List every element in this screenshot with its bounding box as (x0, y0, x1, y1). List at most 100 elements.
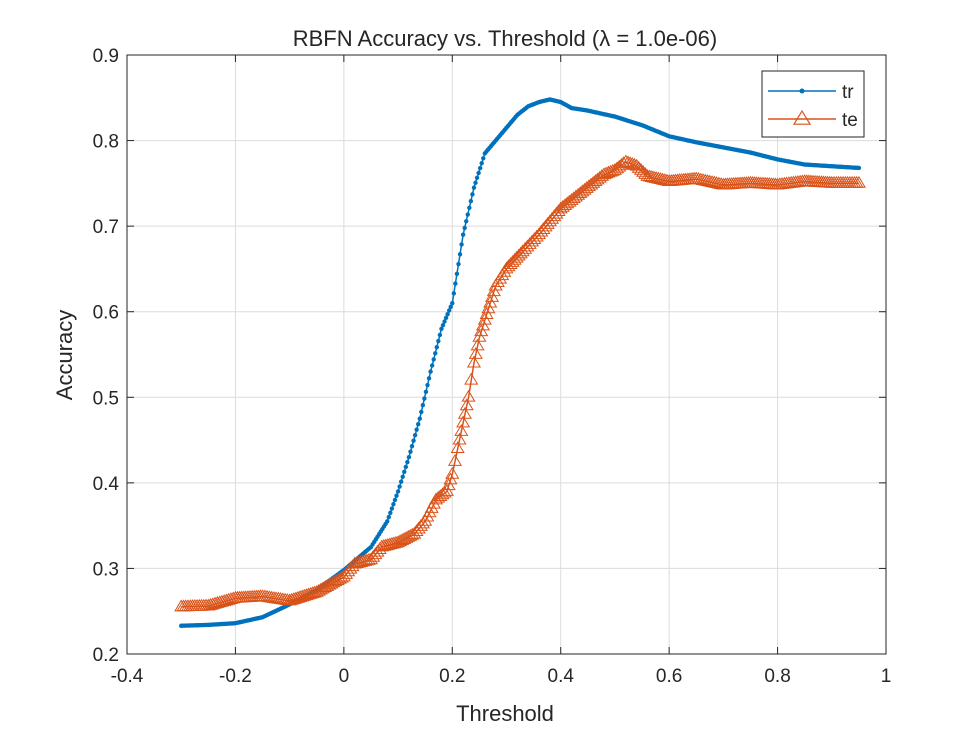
data-point-te (623, 156, 638, 169)
data-point-te (651, 171, 666, 184)
data-point-te (450, 441, 465, 454)
x-tick-label: 0 (339, 666, 350, 687)
data-point-te (484, 289, 500, 302)
data-point-tr (473, 180, 478, 185)
data-point-tr (440, 322, 446, 328)
data-point-te (443, 472, 458, 485)
data-point-te (466, 355, 482, 368)
data-point-te (395, 533, 410, 546)
data-point-tr (392, 497, 398, 503)
data-point-tr (476, 170, 481, 176)
data-point-tr (395, 489, 401, 494)
data-point-tr (467, 205, 472, 211)
data-point-te (374, 539, 389, 552)
data-point-te (507, 252, 522, 265)
data-point-te (505, 255, 520, 267)
data-point-tr (456, 261, 461, 267)
y-axis-label: Accuracy (52, 310, 77, 400)
data-point-tr (417, 416, 422, 421)
x-tick-label: -0.4 (111, 666, 144, 687)
data-point-te (474, 324, 489, 337)
data-point-te (293, 590, 308, 603)
plot-area (127, 55, 886, 654)
data-point-te (472, 329, 487, 342)
data-point-te (464, 372, 479, 385)
x-axis-label: Threshold (456, 701, 554, 726)
data-point-tr (406, 454, 412, 460)
data-point-te (618, 154, 633, 167)
data-point-te (657, 173, 672, 186)
data-point-tr (403, 464, 409, 470)
data-point-te (461, 389, 476, 402)
data-point-tr (434, 344, 439, 350)
data-point-tr (446, 308, 452, 313)
data-point-tr (386, 514, 391, 520)
data-point-te (605, 163, 620, 176)
data-point-tr (464, 219, 469, 224)
data-point-te (380, 537, 395, 550)
data-point-tr (442, 319, 447, 324)
data-point-tr (856, 165, 862, 171)
data-point-te (454, 424, 469, 436)
data-point-te (401, 529, 416, 542)
data-point-tr (412, 432, 418, 438)
data-point-tr (453, 281, 458, 286)
plot-frame (126, 54, 887, 655)
data-point-te (629, 158, 644, 171)
data-point-tr (397, 484, 402, 489)
data-point-te (631, 160, 646, 173)
y-tick-label: 0.7 (93, 217, 119, 238)
data-point-te (441, 478, 456, 491)
data-point-te (551, 204, 566, 216)
data-point-tr (422, 396, 427, 401)
series-te (174, 154, 866, 612)
data-point-te (347, 556, 362, 569)
data-point-tr (468, 198, 474, 204)
y-tick-label: 0.3 (93, 559, 119, 580)
data-point-tr (481, 156, 486, 161)
x-tick-label: 0.4 (548, 666, 575, 687)
data-point-te (653, 172, 668, 184)
data-point-tr (428, 369, 433, 374)
chart-title: RBFN Accuracy vs. Threshold (λ = 1.0e-06… (293, 26, 717, 51)
data-point-tr (425, 382, 430, 388)
data-point-te (334, 570, 349, 583)
data-point-te (415, 516, 431, 529)
data-point-te (633, 162, 649, 175)
data-point-te (655, 172, 670, 185)
data-point-tr (431, 357, 436, 362)
data-point-te (614, 157, 629, 170)
data-point-te (445, 466, 460, 479)
data-point-te (397, 532, 412, 544)
data-point-te (439, 483, 454, 496)
data-point-te (330, 573, 345, 585)
data-point-tr (479, 160, 484, 166)
data-point-tr (426, 376, 432, 381)
data-point-te (625, 157, 640, 169)
data-point-tr (391, 502, 396, 507)
y-tick-label: 0.6 (93, 303, 119, 324)
data-point-te (456, 415, 471, 428)
data-point-te (468, 347, 483, 359)
data-point-te (295, 589, 310, 602)
x-tick-label: -0.2 (219, 666, 252, 687)
data-point-tr (409, 443, 415, 449)
data-point-te (640, 169, 655, 181)
ticks: -0.4 -0.2 0 0.2 0.4 0.6 0.8 1 0.2 0.3 0.4 0.5 0.6 0.7… (93, 46, 892, 687)
data-point-te (282, 593, 297, 606)
y-tick-label: 0.9 (93, 46, 119, 67)
data-point-tr (394, 493, 399, 498)
data-point-te (481, 301, 496, 314)
data-point-te (486, 284, 501, 297)
data-point-te (503, 257, 518, 270)
data-point-te (499, 261, 514, 274)
data-point-tr (419, 409, 424, 415)
y-tick-label: 0.4 (93, 474, 120, 495)
data-point-te (405, 527, 420, 540)
data-point-te (359, 553, 374, 566)
data-point-tr (439, 326, 444, 332)
data-point-te (382, 537, 397, 550)
data-point-tr (416, 421, 421, 427)
data-point-tr (436, 338, 441, 344)
x-tick-label: 0.2 (439, 666, 465, 687)
